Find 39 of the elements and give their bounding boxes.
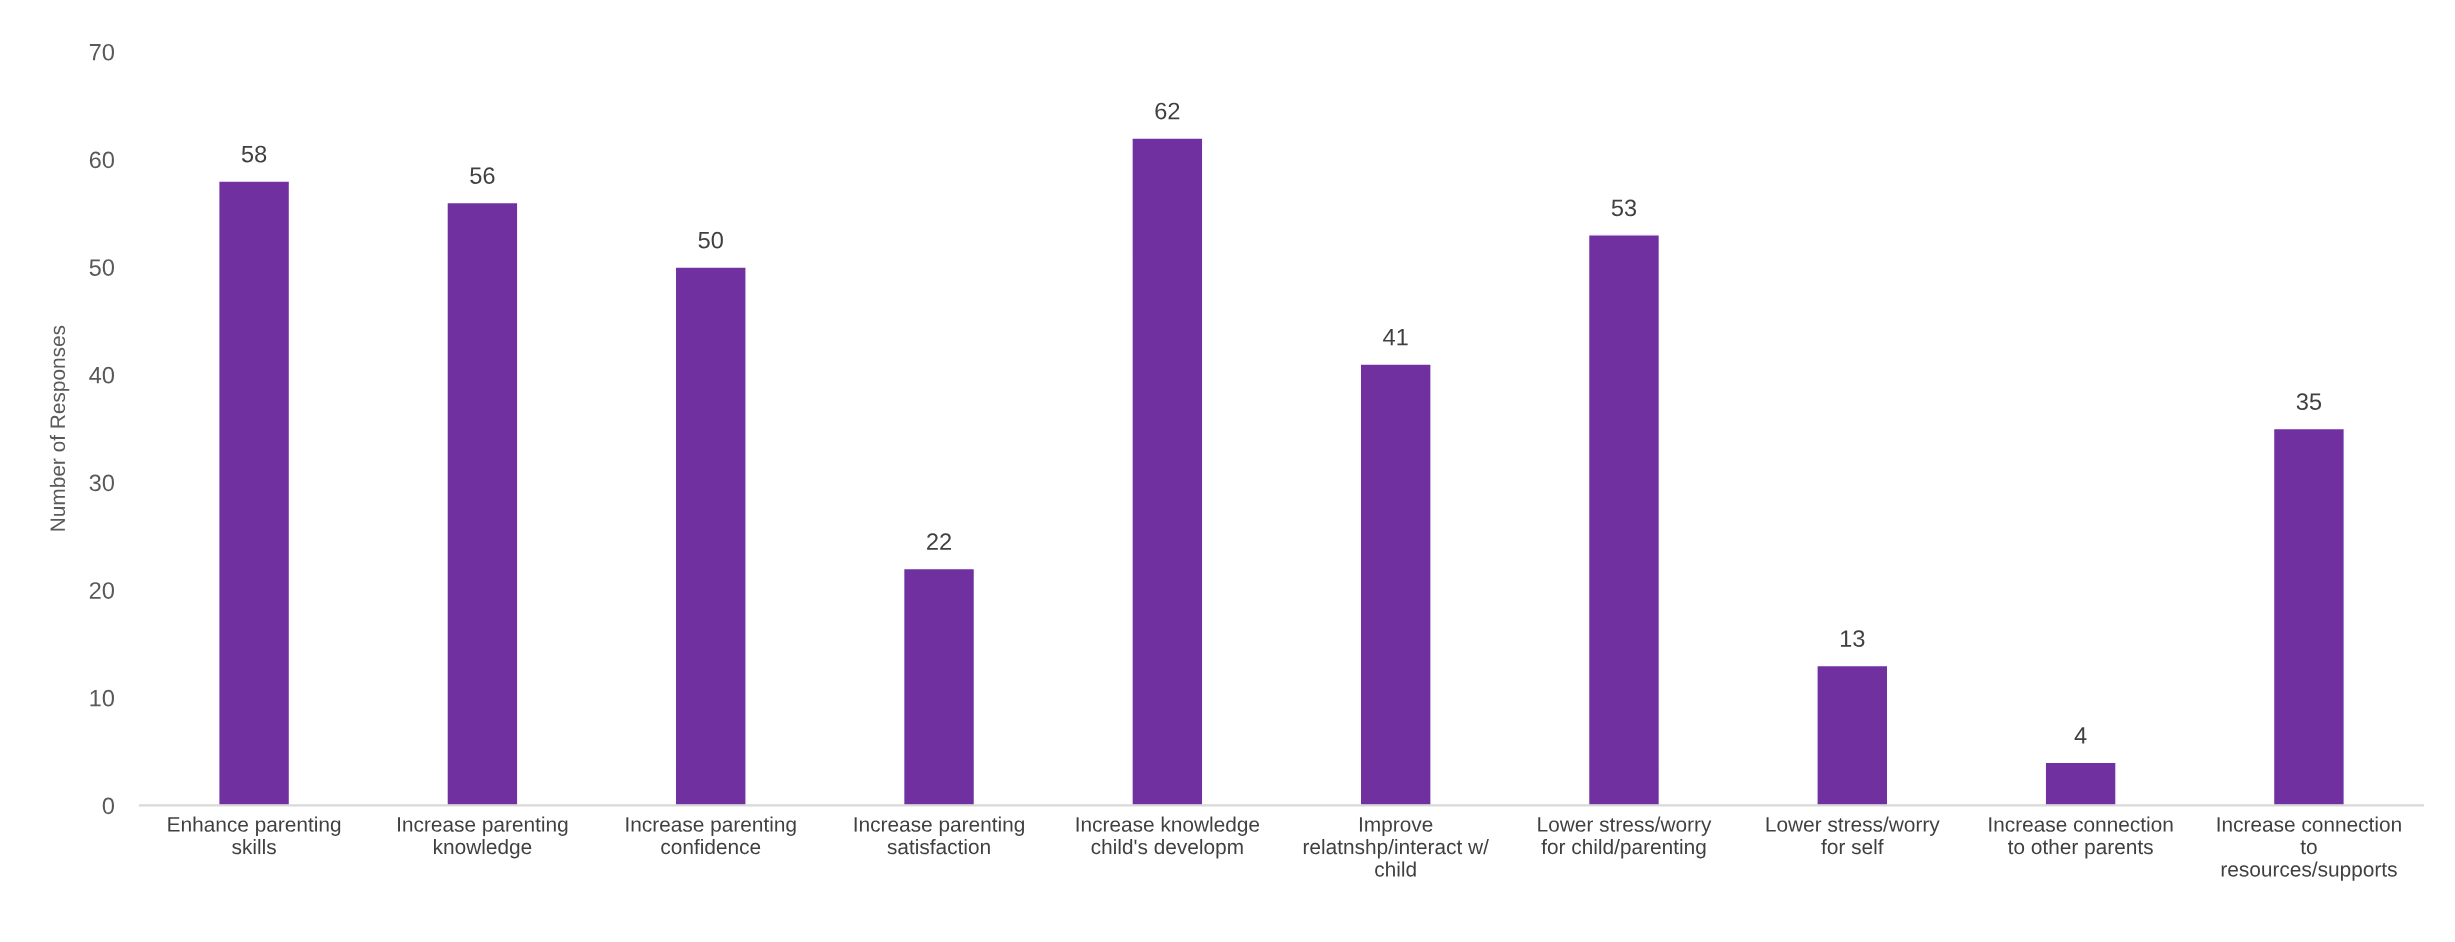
y-tick-label: 30 [89,474,115,492]
data-label: 62 [1155,102,1180,120]
x-tick-label: Improve relatnshp/interact w/ child [1303,817,1489,877]
y-tick-label: 40 [89,366,115,384]
data-label: 41 [1383,328,1408,346]
bar [1816,664,1889,806]
data-label: 56 [470,167,495,184]
data-label: 22 [927,533,951,550]
y-tick-label: 70 [89,43,115,61]
data-label: 35 [2296,393,2322,411]
bar [218,180,291,806]
x-tick-label: Lower stress/worry for self [1766,816,1940,855]
bar [1587,234,1661,806]
x-tick-label: Increase connection to resources/supports [2217,816,2401,881]
y-tick-label: 10 [90,689,115,707]
y-axis-title: Number of Responses [49,325,70,531]
x-tick-label: Increase parenting satisfaction [854,816,1024,855]
bar [674,266,747,806]
x-tick-label: Lower stress/worry for child/parenting [1538,816,1712,859]
bar [1131,137,1204,806]
y-tick-label: 50 [89,259,115,276]
bar [2272,427,2346,806]
data-label: 58 [241,145,267,163]
y-tick-label: 0 [102,797,115,815]
x-tick-label: Increase parenting knowledge [398,816,568,859]
x-tick-label: Increase connection to other parents [1989,816,2173,859]
bar [446,201,519,806]
x-tick-label: Increase knowledge child's developm [1076,816,1260,859]
x-tick-label: Increase parenting confidence [626,816,796,855]
x-tick-label: Enhance parenting skills [168,816,341,855]
y-tick-label: 20 [89,582,115,599]
bar [1359,363,1432,806]
bar [2044,761,2117,806]
bar [902,567,976,806]
y-tick-label: 60 [89,151,115,169]
data-label: 4 [2074,727,2087,744]
data-label: 13 [1840,630,1865,647]
data-label: 53 [1611,199,1637,217]
data-label: 50 [698,231,723,249]
